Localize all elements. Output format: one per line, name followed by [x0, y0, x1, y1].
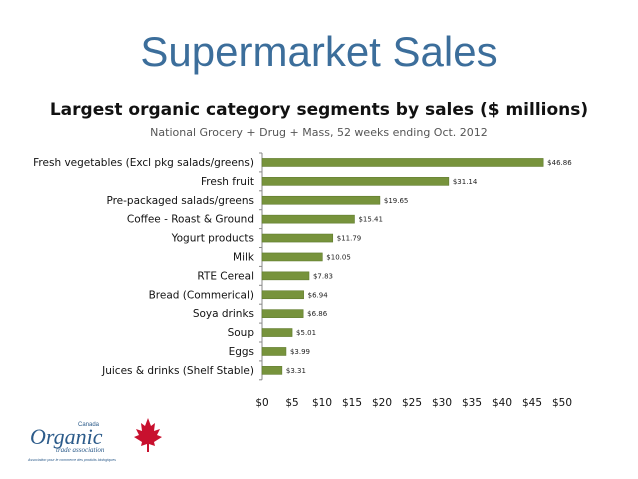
bar — [261, 233, 334, 243]
x-tick-label: $15 — [342, 397, 362, 409]
category-label: Yogurt products — [171, 233, 254, 245]
data-label: $31.14 — [453, 178, 478, 186]
bar — [261, 195, 381, 205]
slide-title: Supermarket Sales — [140, 28, 498, 75]
data-label: $19.65 — [384, 197, 409, 205]
bar — [261, 214, 355, 224]
bar — [261, 158, 544, 167]
data-label: $3.99 — [290, 348, 310, 356]
bar — [261, 328, 293, 337]
data-label: $3.31 — [286, 367, 306, 375]
x-tick-label: $35 — [462, 397, 482, 409]
category-label: Fresh vegetables (Excl pkg salads/greens… — [33, 157, 254, 169]
category-label: Milk — [233, 251, 255, 263]
x-tick-label: $20 — [372, 397, 392, 409]
bar — [261, 252, 323, 262]
data-label: $5.01 — [296, 329, 316, 337]
bar — [261, 309, 304, 318]
x-tick-label: $40 — [492, 397, 512, 409]
bar — [261, 177, 450, 186]
x-tick-label: $50 — [552, 397, 572, 409]
data-label: $15.41 — [358, 216, 383, 224]
logo-canada-text: Canada — [78, 422, 100, 428]
data-label: $10.05 — [326, 253, 351, 261]
x-tick-label: $45 — [522, 397, 542, 409]
category-label: RTE Cereal — [197, 270, 254, 282]
data-label: $6.94 — [308, 291, 329, 299]
category-label: Soya drinks — [193, 308, 254, 320]
chart-subtitle: National Grocery + Drug + Mass, 52 weeks… — [150, 126, 488, 139]
data-label: $46.86 — [547, 159, 572, 167]
logo-association-text: trade association — [56, 446, 105, 454]
maple-leaf-icon — [134, 418, 162, 452]
chart-title: Largest organic category segments by sal… — [49, 100, 589, 120]
data-label: $7.83 — [313, 272, 333, 280]
data-label: $6.86 — [307, 310, 328, 318]
category-label: Soup — [228, 327, 255, 339]
logo-organic-text: Organic — [30, 424, 103, 449]
category-label: Bread (Commerical) — [149, 289, 254, 301]
category-label: Eggs — [229, 346, 254, 358]
bar — [261, 347, 287, 356]
bar — [261, 271, 310, 281]
category-label: Coffee - Roast & Ground — [127, 214, 254, 226]
category-label: Pre-packaged salads/greens — [106, 195, 254, 207]
bar — [261, 366, 283, 375]
x-tick-label: $5 — [285, 397, 298, 409]
x-tick-label: $10 — [312, 397, 332, 409]
category-label: Fresh fruit — [201, 176, 254, 188]
x-tick-label: $25 — [402, 397, 422, 409]
category-label: Juices & drinks (Shelf Stable) — [101, 365, 254, 377]
organic-logo: Canada Organic trade association Associa… — [27, 418, 162, 462]
logo-french-text: Association pour le commerce des produit… — [27, 458, 116, 462]
x-tick-label: $0 — [255, 397, 268, 409]
bar — [261, 290, 304, 300]
bar-chart: Fresh vegetables (Excl pkg salads/greens… — [33, 152, 572, 409]
x-tick-label: $30 — [432, 397, 452, 409]
data-label: $11.79 — [337, 235, 362, 243]
